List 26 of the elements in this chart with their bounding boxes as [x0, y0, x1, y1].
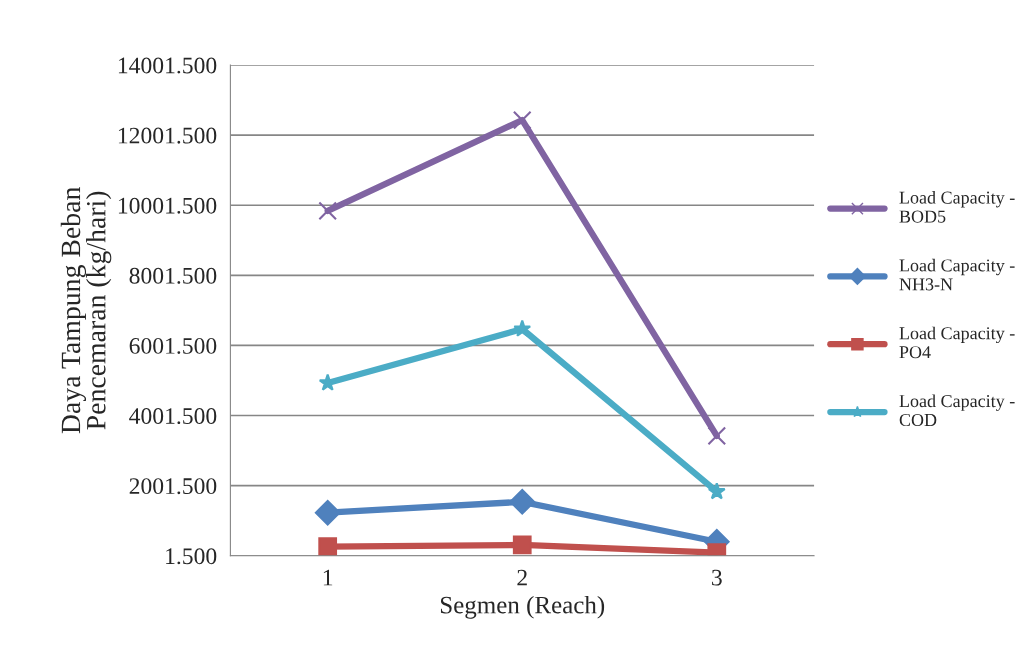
y-tick-label: 4001.500	[129, 408, 217, 425]
x-tick-label: 2	[517, 569, 527, 586]
point	[318, 201, 338, 221]
x-tick-label: 1	[323, 569, 333, 586]
point	[318, 537, 338, 556]
y-tick-label: 2001.500	[129, 478, 217, 495]
y-tick-label: 14001.500	[118, 57, 217, 74]
y-axis-title: Daya Tampung Beban Pencemaran (kg/hari)	[60, 187, 112, 434]
legend-label: Load Capacity - BOD5	[899, 191, 1015, 223]
y-tick-label: 8001.500	[129, 267, 217, 284]
y-tick-label: 6001.500	[129, 337, 217, 354]
point	[509, 488, 536, 515]
point	[707, 482, 726, 500]
point	[512, 535, 532, 555]
x-axis-title: Segmen (Reach)	[440, 595, 605, 619]
x-tick-label: 3	[712, 569, 722, 586]
point	[512, 110, 532, 130]
point	[314, 499, 341, 526]
y-tick-label: 1.500	[166, 548, 217, 565]
legend-label: Load Capacity - PO4	[899, 326, 1015, 359]
point	[707, 426, 727, 446]
y-tick-label: 12001.500	[118, 127, 217, 144]
y-tick-label: 10001.500	[118, 197, 217, 214]
legend-label: Load Capacity - COD	[899, 394, 1015, 427]
point	[513, 319, 532, 337]
legend-label: Load Capacity - NH3-N	[899, 258, 1015, 291]
